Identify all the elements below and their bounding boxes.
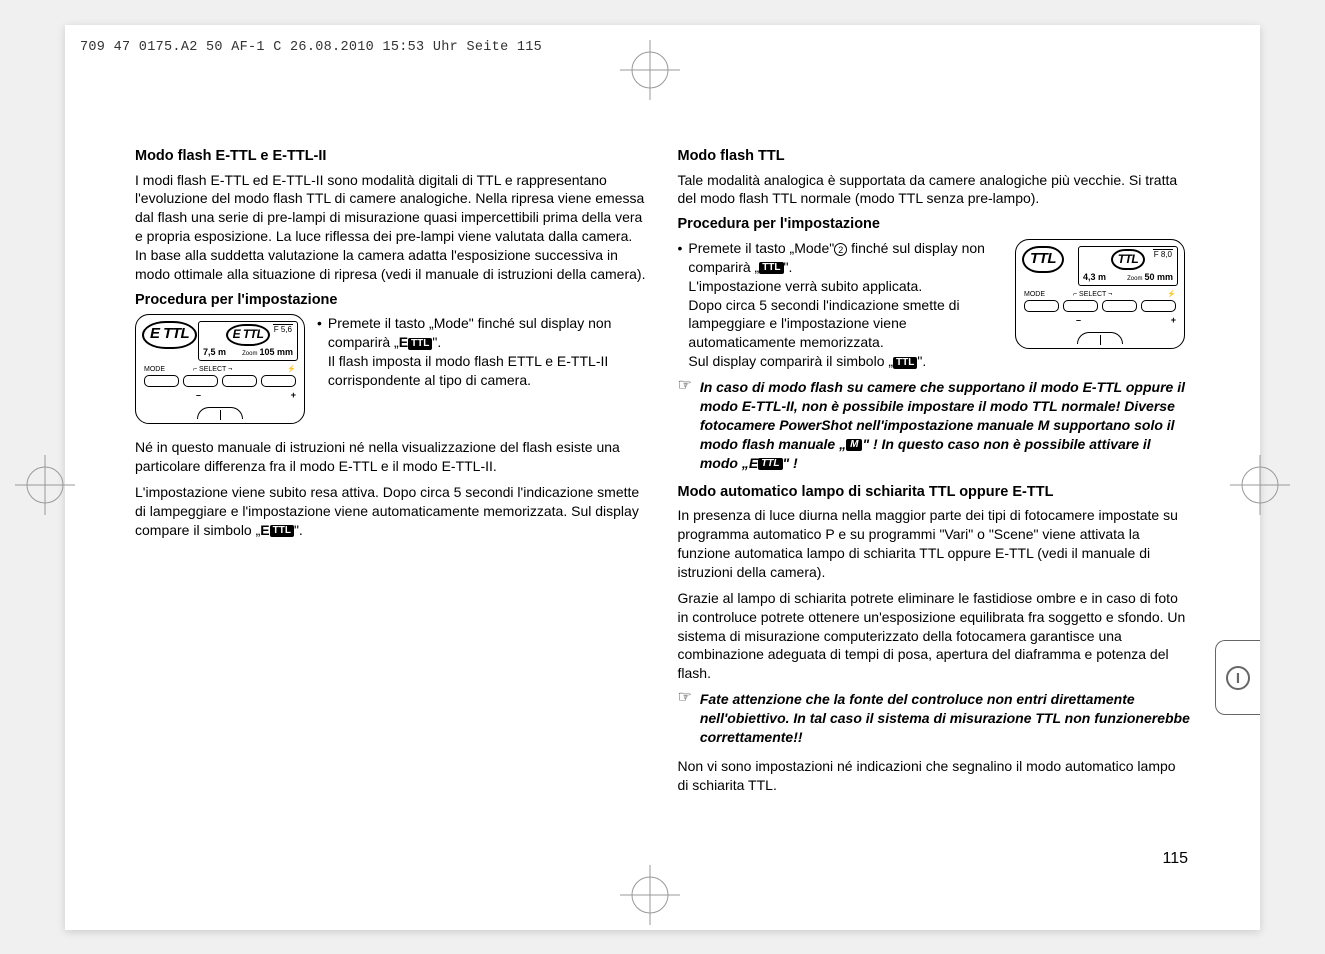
proc-row-left: E TTL E TTL F 5,6 7,5 mZoom105 mm MODE ⌐…: [135, 314, 648, 424]
heading-proc-right: Procedura per l'impostazione: [678, 215, 1191, 235]
lcd2-zoom: 50 mm: [1144, 272, 1173, 282]
para-ettl-intro: I modi flash E-TTL ed E-TTL-II sono moda…: [135, 171, 648, 284]
lcd2-mode-oval: TTL: [1022, 246, 1064, 273]
ttl-badge-icon-4: TTL: [893, 357, 917, 369]
bolt-icon-2: ⚡: [1167, 290, 1176, 299]
lcd2-select-label: SELECT: [1079, 291, 1106, 298]
proc-b1a: Premete il tasto „Mode" finché sul displ…: [328, 315, 612, 350]
proc-text-left: • Premete il tasto „Mode" finché sul dis…: [317, 314, 648, 393]
p2c: ".: [294, 522, 303, 538]
right-column: Modo flash TTL Tale modalità analogica è…: [678, 145, 1191, 870]
lcd2-buttons: [1024, 300, 1176, 312]
lcd-diagram-ettl: E TTL E TTL F 5,6 7,5 mZoom105 mm MODE ⌐…: [135, 314, 305, 424]
r-b1b: ".: [784, 259, 793, 275]
lcd-select-label: SELECT: [199, 366, 226, 373]
heading-auto-fill: Modo automatico lampo di schiarita TTL o…: [678, 483, 1191, 503]
lcd2-pm: –+: [1076, 314, 1176, 326]
lcd-buttons: [144, 375, 296, 387]
para-ttl-intro: Tale modalità analogica è supportata da …: [678, 171, 1191, 209]
lcd2-panel: TTL F 8,0 4,3 mZoom50 mm: [1078, 246, 1178, 286]
ttl-badge-icon-2: TTL: [270, 525, 294, 537]
left-column: Modo flash E-TTL e E-TTL-II I modi flash…: [135, 145, 648, 870]
lcd-mode-label: MODE: [144, 365, 165, 374]
lcd-diagram-ttl: TTL TTL F 8,0 4,3 mZoom50 mm MODE ⌐ SELE…: [1015, 239, 1190, 349]
crop-mark-top: [620, 40, 680, 100]
note2-body: Fate attenzione che la fonte del control…: [700, 690, 1190, 747]
lcd-fstop: F 5,6: [273, 324, 293, 336]
proc-right-text: Premete il tasto „Mode"2 finché sul disp…: [688, 239, 1005, 371]
lcd-labels: MODE ⌐ SELECT ¬ ⚡: [144, 365, 296, 374]
heading-proc-left: Procedura per l'impostazione: [135, 291, 648, 311]
ttl-badge-icon: TTL: [408, 338, 432, 350]
proc-b1c: Il flash imposta il modo flash ETTL e E-…: [328, 353, 608, 388]
lcd-plusminus: –+: [196, 389, 296, 401]
pointing-hand-icon-2: ☞: [678, 690, 692, 747]
heading-ettl: Modo flash E-TTL e E-TTL-II: [135, 147, 648, 167]
lcd2-dist: 4,3 m: [1083, 271, 1106, 283]
p2b: L'impostazione viene subito resa attiva.…: [135, 484, 639, 538]
lcd-mode-oval: E TTL: [142, 321, 197, 348]
para-no-diff: Né in questo manuale di istruzioni né ne…: [135, 438, 648, 476]
circled-2-icon: 2: [834, 243, 847, 256]
bolt-icon: ⚡: [287, 365, 296, 374]
r-b1d: Dopo circa 5 secondi l'indicazione smett…: [688, 297, 959, 351]
para-no-settings: Non vi sono impostazioni né indicazioni …: [678, 757, 1191, 795]
content-columns: Modo flash E-TTL e E-TTL-II I modi flash…: [135, 145, 1190, 870]
lcd2-mode-small: TTL: [1111, 249, 1146, 270]
proc-row-right: • Premete il tasto „Mode"2 finché sul di…: [678, 239, 1191, 374]
lcd-dist: 7,5 m: [203, 346, 226, 358]
lcd-pill: [197, 407, 243, 419]
lcd-panel: E TTL F 5,6 7,5 mZoom105 mm: [198, 321, 298, 361]
crop-mark-bottom: [620, 865, 680, 925]
lcd2-pill: [1077, 332, 1123, 344]
crop-mark-left: [15, 455, 75, 515]
page-number: 115: [1162, 850, 1188, 868]
proc-b1b: ".: [432, 334, 441, 350]
para-fill-2: Grazie al lampo di schiarita potrete eli…: [678, 589, 1191, 683]
lcd2-f: F 8,0: [1153, 249, 1173, 261]
tab-letter: I: [1226, 666, 1250, 690]
note-2: ☞ Fate attenzione che la fonte del contr…: [678, 690, 1191, 747]
heading-ttl: Modo flash TTL: [678, 147, 1191, 167]
r-b1e: Sul display comparirà il simbolo „: [688, 353, 893, 369]
pointing-hand-icon: ☞: [678, 378, 692, 472]
r-b1c: L'impostazione verrà subito applicata.: [688, 278, 922, 294]
note-1: ☞ In caso di modo flash su camere che su…: [678, 378, 1191, 472]
lcd-zoom: 105 mm: [259, 347, 293, 357]
m-badge-icon: M: [846, 439, 862, 451]
lcd2-mode-label: MODE: [1024, 290, 1045, 299]
r-b1a: Premete il tasto „Mode": [688, 240, 834, 256]
ttl-badge-icon-3: TTL: [759, 262, 783, 274]
para-fill-1: In presenza di luce diurna nella maggior…: [678, 506, 1191, 582]
para-auto-store: L'impostazione viene subito resa attiva.…: [135, 483, 648, 540]
thumb-tab: I: [1215, 640, 1260, 715]
crop-mark-right: [1230, 455, 1290, 515]
ttl-badge-icon-5: TTL: [758, 458, 782, 470]
print-header: 709 47 0175.A2 50 AF-1 C 26.08.2010 15:5…: [80, 40, 542, 55]
note1c: " !: [783, 455, 798, 471]
manual-page: 709 47 0175.A2 50 AF-1 C 26.08.2010 15:5…: [65, 25, 1260, 930]
lcd-mode-small: E TTL: [226, 324, 271, 345]
r-b1f: ".: [917, 353, 926, 369]
lcd2-labels: MODE ⌐ SELECT ¬ ⚡: [1024, 290, 1176, 299]
